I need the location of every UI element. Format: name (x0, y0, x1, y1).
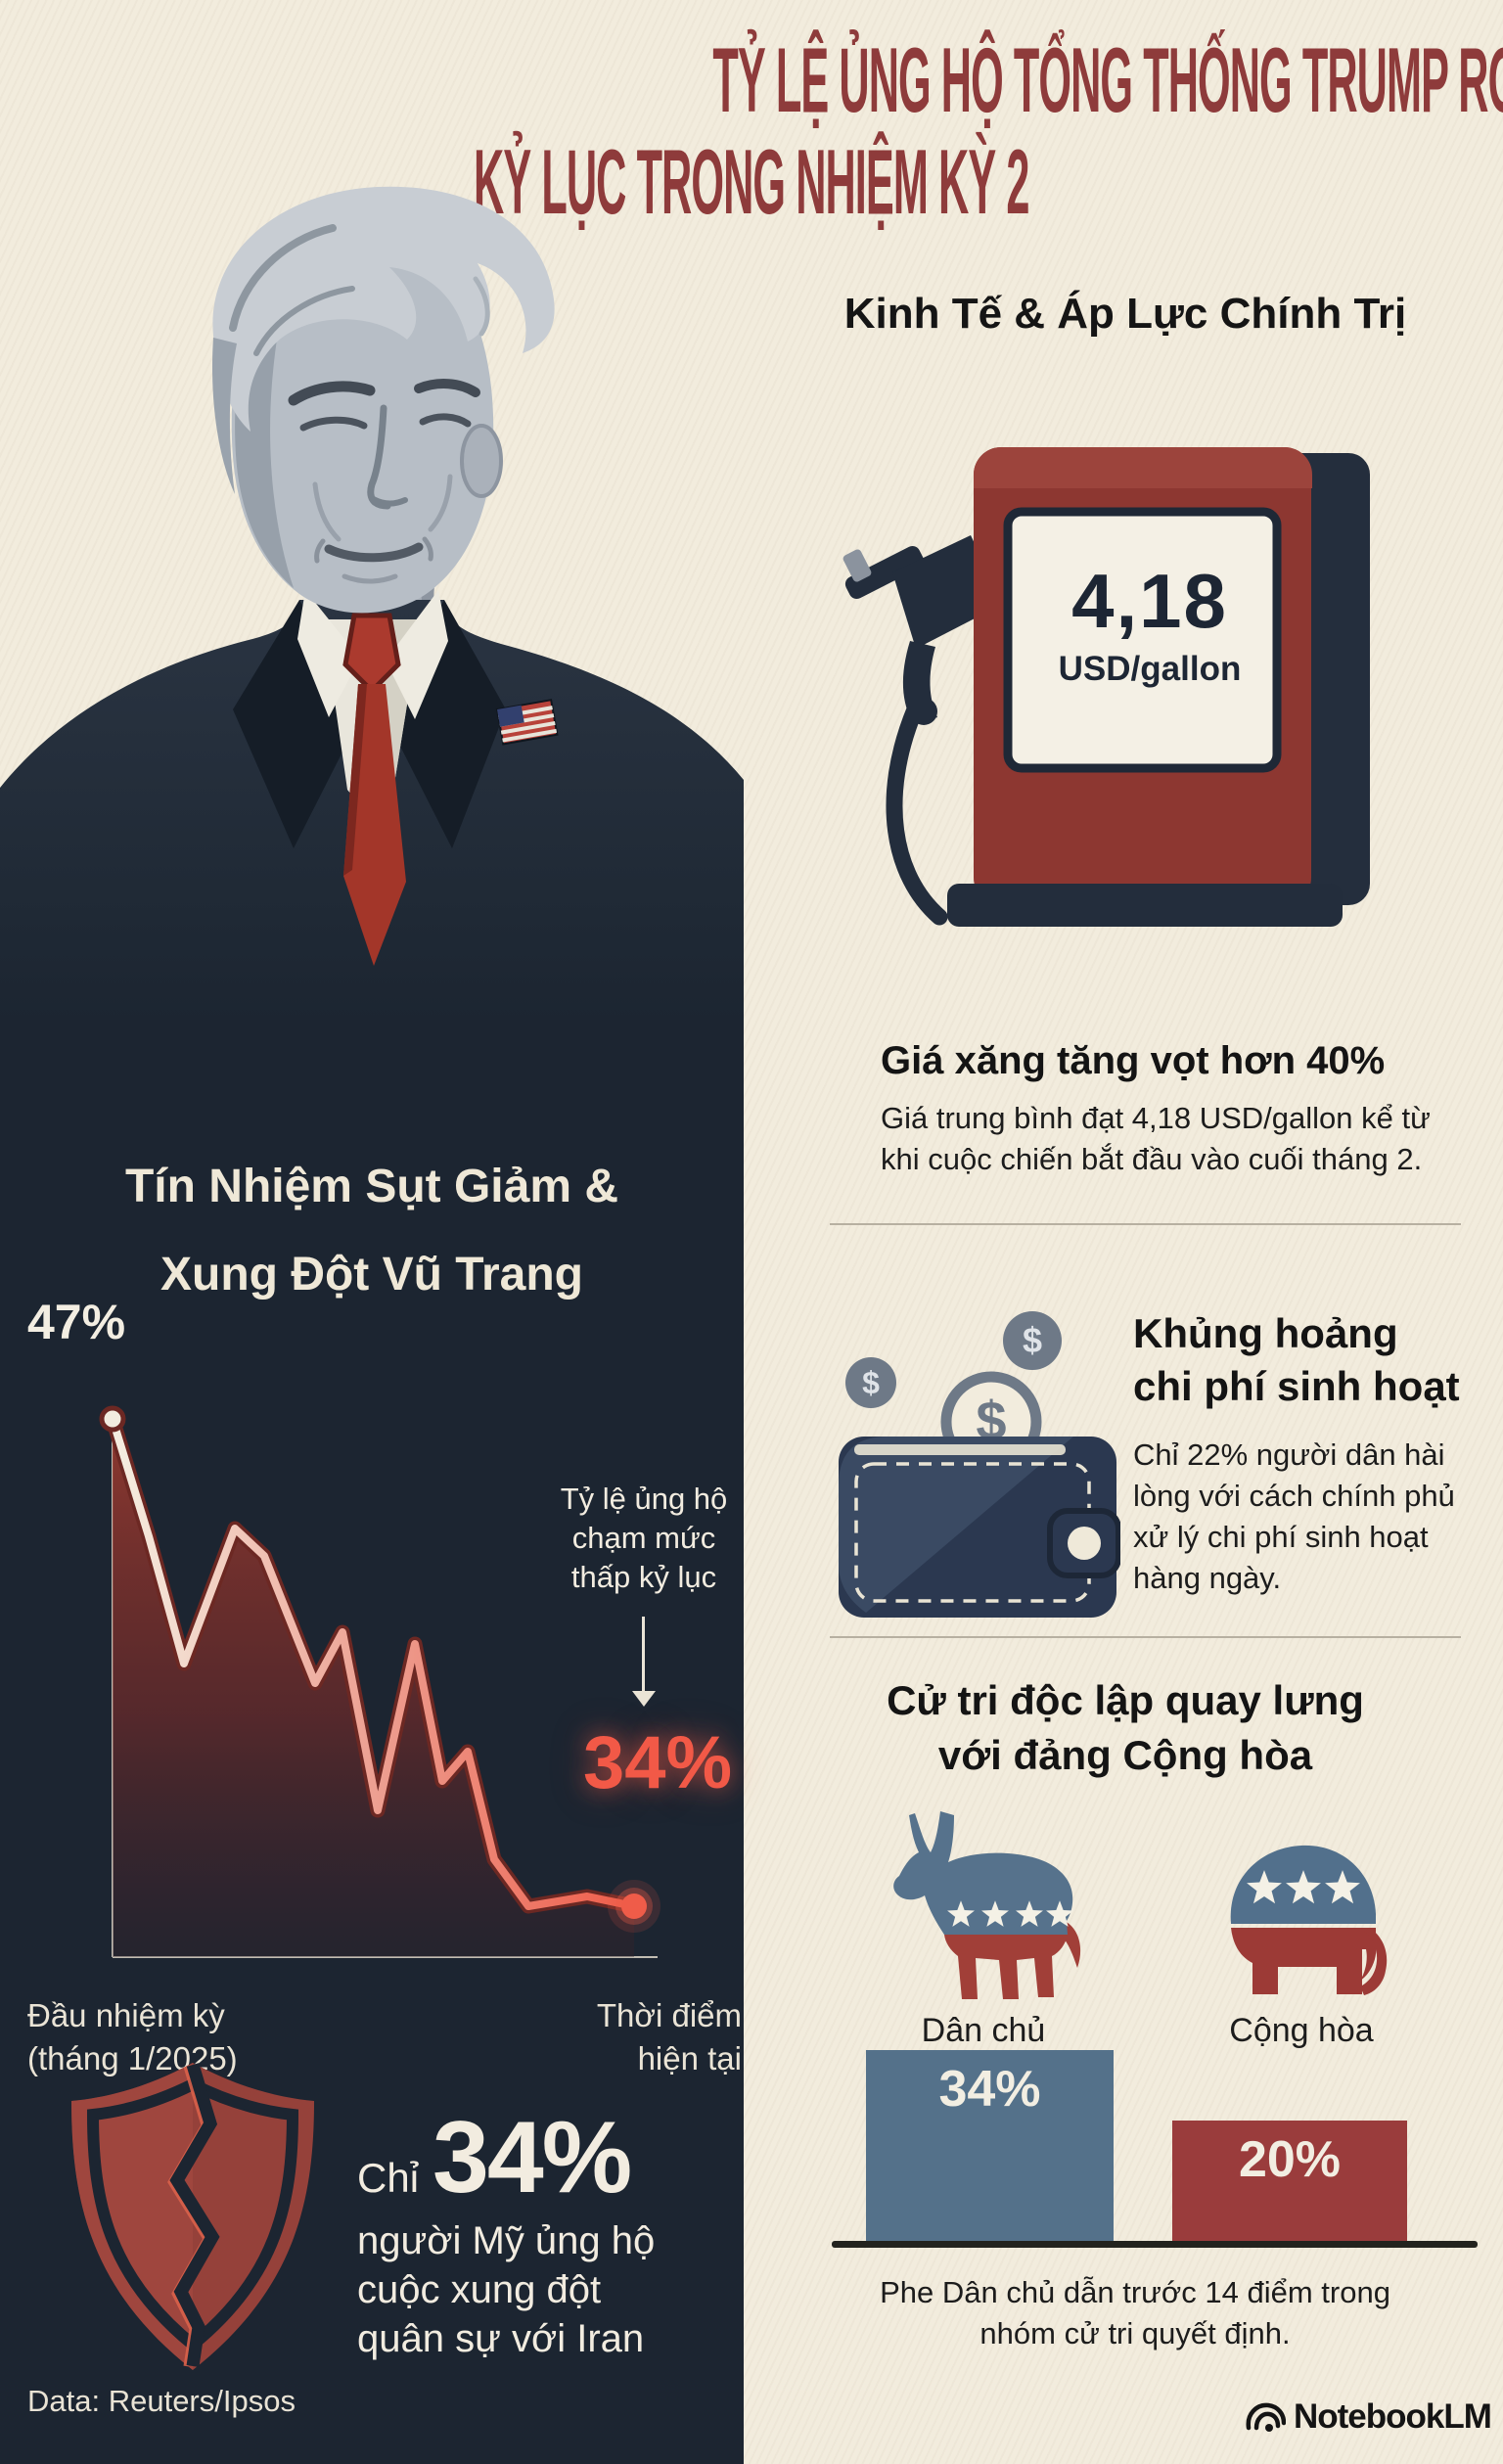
gas-pump-icon (843, 447, 1370, 927)
gas-headline: Giá xăng tăng vọt hơn 40% (881, 1039, 1386, 1082)
brand-name: NotebookLM (1294, 2397, 1492, 2436)
data-source: Data: Reuters/Ipsos (27, 2384, 296, 2418)
chart-area-fill (113, 1419, 634, 1957)
chart-start-dot (99, 1405, 126, 1433)
chart-annotation: Tỷ lệ ủng hộ chạm mức thấp kỷ lục (560, 1482, 728, 1594)
us-flag-pin-icon (495, 699, 559, 746)
approval-section-title-line1: Tín Nhiệm Sụt Giảm & (124, 1161, 619, 1212)
cracked-shield-icon (71, 2063, 314, 2370)
republican-label: Cộng hòa (1229, 2012, 1374, 2049)
page-title-line2: KỶ LỤC TRONG NHIỆM KỲ 2 (474, 130, 1029, 233)
iran-stat-block: Chỉ 34% người Mỹ ủng hộ cuộc xung đột qu… (357, 2101, 656, 2360)
republican-bar-value: 20% (1238, 2131, 1342, 2188)
bar-chart-baseline (832, 2241, 1478, 2248)
chart-start-value: 47% (27, 1295, 126, 1349)
notebooklm-icon (1246, 2402, 1286, 2432)
democrat-donkey-icon (893, 1811, 1081, 1999)
democrat-bar-value: 34% (938, 2061, 1041, 2118)
independents-section-title: Cử tri độc lập quay lưng với đảng Cộng h… (887, 1677, 1364, 1778)
democrat-label: Dân chủ (921, 2012, 1046, 2049)
page-title: TỶ LỆ ỦNG HỘ TỔNG THỐNG TRUMP RƠI XUỐNG … (0, 29, 1503, 233)
wallet-icon: $ $ $ (839, 1311, 1120, 1618)
cost-of-living-title: Khủng hoảng chi phí sinh hoạt (1133, 1310, 1460, 1409)
svg-text:$: $ (862, 1365, 880, 1400)
divider-2 (830, 1636, 1461, 1638)
svg-text:$: $ (1023, 1320, 1042, 1360)
republican-bar: 20% (1172, 2121, 1407, 2242)
approval-section-title-line2: Xung Đột Vũ Trang (160, 1249, 583, 1300)
iran-stat-prefix: Chỉ (357, 2155, 420, 2201)
gas-price-unit: USD/gallon (1058, 650, 1242, 688)
economy-section-title: Kinh Tế & Áp Lực Chính Trị (843, 290, 1407, 338)
democrat-bar: 34% (866, 2050, 1114, 2242)
approval-section-title: Tín Nhiệm Sụt Giảm & Xung Đột Vũ Trang (0, 1143, 744, 1319)
down-arrow-head-icon (632, 1691, 656, 1707)
chart-end-value: 34% (582, 1721, 733, 1804)
bar-chart-caption: Phe Dân chủ dẫn trước 14 điểm trong nhóm… (880, 2275, 1390, 2350)
gas-price-value: 4,18 (1071, 558, 1228, 644)
chart-xlabel-end: Thời điểm hiện tại (596, 1997, 742, 2076)
down-arrow-icon (642, 1617, 645, 1693)
iran-stat-value: 34% (433, 2101, 632, 2214)
gas-price-display: 4,18 USD/gallon (1013, 560, 1287, 689)
chart-end-dot (621, 1894, 647, 1919)
gas-body: Giá trung bình đạt 4,18 USD/gallon kể từ… (881, 1101, 1431, 1176)
chart-line (109, 1415, 638, 1910)
approval-line-chart (99, 1405, 660, 1958)
republican-elephant-icon (1230, 1845, 1388, 1995)
divider-1 (830, 1223, 1461, 1225)
cost-of-living-body: Chỉ 22% người dân hài lòng với cách chín… (1133, 1437, 1455, 1595)
trump-portrait-illustration (0, 186, 744, 1023)
page-title-line1: TỶ LỆ ỦNG HỘ TỔNG THỐNG TRUMP RƠI XUỐNG … (712, 28, 1503, 131)
brand-logo: NotebookLM (1245, 2397, 1492, 2437)
